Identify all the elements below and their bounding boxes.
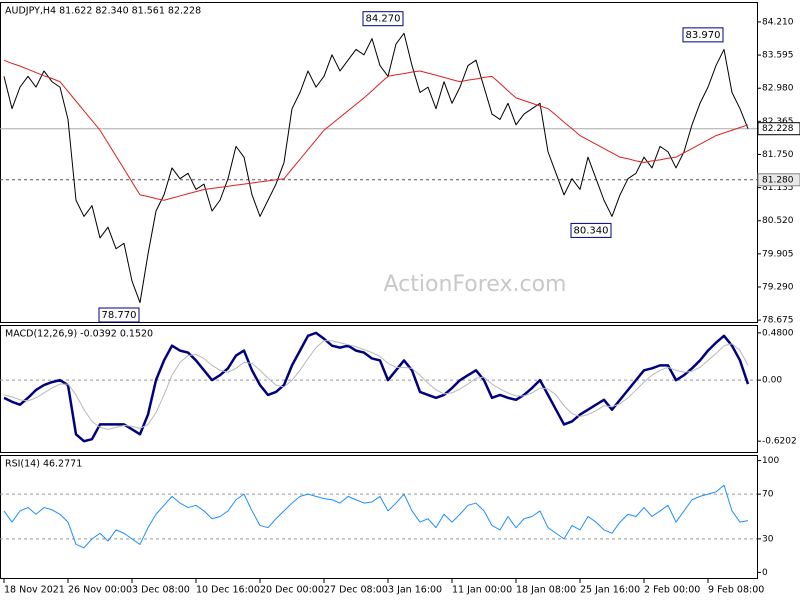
x-tick-label: 18 Jan 08:00 (516, 585, 576, 596)
annotation-box (570, 222, 612, 238)
x-tick-label: 18 Nov 2021 (4, 585, 65, 596)
y-tick-label: 83.595 (762, 51, 794, 61)
y-tick-label: 80.520 (762, 216, 794, 226)
panel-frame (0, 455, 758, 579)
y-tick-label: 79.905 (762, 249, 794, 259)
y-tick-label: 79.290 (762, 282, 794, 292)
panel-title: MACD(12,26,9) -0.0392 0.1520 (5, 329, 153, 340)
x-tick-label: 25 Jan 16:00 (580, 585, 640, 596)
x-tick-label: 3 Jan 16:00 (388, 585, 442, 596)
panel-frame (0, 325, 758, 453)
y-tick-label: 0.4800 (762, 328, 794, 338)
x-tick-label: 26 Nov 00:00 (68, 585, 132, 596)
panel-title: AUDJPY,H4 81.622 82.340 81.561 82.228 (5, 6, 201, 17)
y-tick-label: 0 (762, 568, 768, 578)
watermark: ActionForex.com (384, 272, 567, 297)
y-tick-label: 84.210 (762, 17, 794, 27)
x-tick-label: 20 Dec 00:00 (260, 585, 324, 596)
price-tag-label: 82.228 (762, 124, 794, 134)
series-line (3, 32, 749, 304)
series-line (3, 484, 749, 549)
x-tick-label: 27 Dec 08:00 (324, 585, 388, 596)
annotation-label: 84.270 (366, 14, 401, 25)
x-tick-label: 10 Dec 16:00 (196, 585, 260, 596)
y-tick-label: 30 (762, 534, 774, 544)
y-tick-label: 81.135 (762, 183, 794, 193)
annotation-box (98, 307, 140, 323)
annotation-box (362, 11, 404, 27)
y-tick-label: 78.675 (762, 316, 794, 326)
y-tick-label: 82.365 (762, 117, 794, 127)
y-tick-label: 70 (762, 490, 774, 500)
y-tick-label: 81.750 (762, 150, 794, 160)
x-tick-label: 2 Feb 00:00 (644, 585, 700, 596)
level-tag-label: 81.280 (762, 175, 794, 185)
y-tick-label: 100 (762, 456, 779, 466)
panel-title: RSI(14) 46.2771 (5, 459, 82, 470)
annotation-box (682, 27, 724, 43)
series-line (3, 340, 749, 430)
panel-frame (0, 2, 758, 323)
y-tick-label: 82.980 (762, 84, 794, 94)
annotation-label: 83.970 (686, 30, 721, 41)
price-tag (757, 122, 800, 136)
series-line (3, 59, 749, 201)
x-tick-label: 3 Dec 08:00 (132, 585, 190, 596)
series-line (3, 331, 750, 443)
annotation-label: 80.340 (574, 225, 609, 236)
x-tick-label: 11 Jan 00:00 (452, 585, 512, 596)
y-tick-label: -0.6202 (762, 437, 797, 447)
level-tag (757, 173, 800, 187)
annotation-label: 78.770 (102, 310, 137, 321)
y-tick-label: 0.00 (762, 376, 782, 386)
x-tick-label: 9 Feb 08:00 (708, 585, 764, 596)
